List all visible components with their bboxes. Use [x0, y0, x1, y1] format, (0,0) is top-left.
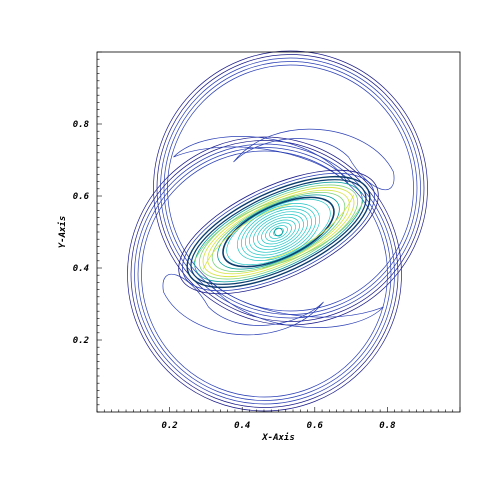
x-tick-label: 0.8 [379, 421, 395, 431]
swirl-contour [262, 201, 364, 269]
crescent-contour [208, 279, 384, 328]
x-tick-label: 0.4 [234, 421, 250, 431]
core-contour [237, 203, 320, 261]
x-tick-label: 0.6 [307, 421, 324, 431]
outer-contour [156, 54, 425, 322]
y-axis-label: Y-Axis [57, 216, 68, 249]
axes: 0.2 0.4 0.6 0.8 0.2 0.4 0.6 0.8 X-Axis Y-Axis [57, 51, 461, 443]
y-tick-label: 0.4 [73, 264, 89, 274]
crescent-contour [233, 128, 395, 190]
outer-contour [141, 150, 388, 398]
swirl-contour [202, 203, 292, 270]
vortex-contour [190, 179, 367, 285]
outer-contour [130, 140, 399, 408]
core-contour [257, 216, 300, 248]
outer-contour [137, 147, 392, 401]
vortex-contour [222, 196, 335, 268]
vortex-contour [186, 175, 371, 289]
y-tick-label: 0.8 [73, 120, 89, 130]
y-tick-labels: 0.2 0.4 0.6 0.8 [73, 120, 90, 346]
core-contour [241, 205, 316, 259]
vortex-contour [226, 198, 331, 266]
outer-contour [167, 64, 414, 312]
core-contour [269, 225, 288, 239]
x-tick-label: 0.2 [161, 421, 177, 431]
swirl-contour [193, 195, 295, 263]
outer-contour [153, 50, 428, 326]
vortex-contour [217, 194, 340, 270]
crescent-contour [162, 274, 324, 336]
core-contour [245, 208, 312, 256]
y-tick-label: 0.6 [73, 192, 90, 202]
crescent-contour [173, 136, 349, 185]
vortex-contour [211, 191, 346, 273]
x-tick-labels: 0.2 0.4 0.6 0.8 [161, 421, 395, 431]
core-contour [253, 214, 304, 250]
vortex [178, 169, 379, 295]
vortex-contour [194, 181, 363, 283]
x-axis-label: X-Axis [261, 432, 295, 443]
vortex-contour [178, 169, 379, 295]
vortex-contour [182, 172, 375, 292]
vortex-contour [198, 184, 359, 280]
core-contour [265, 222, 292, 242]
axis-ticks [96, 51, 461, 413]
vortex-contour [207, 189, 350, 275]
outer-contour [127, 136, 402, 412]
core-center-contour [274, 227, 283, 237]
core-contour [273, 227, 284, 237]
y-tick-label: 0.2 [73, 336, 89, 346]
outer-contour [160, 57, 421, 319]
contour-lines [127, 50, 428, 412]
core-contour [249, 211, 308, 253]
swirl-contour [265, 194, 355, 261]
core-contour [261, 219, 296, 245]
